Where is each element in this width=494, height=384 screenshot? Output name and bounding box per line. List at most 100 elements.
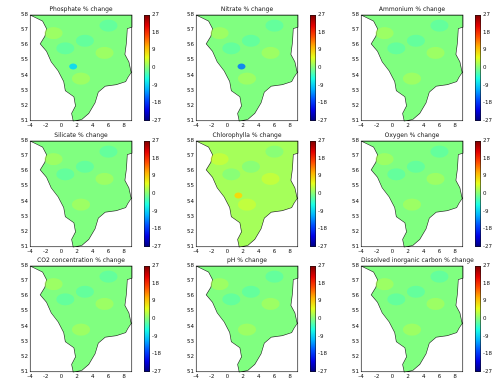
x-tick-label: 0 (390, 249, 395, 255)
y-tick-label: 56 (352, 293, 359, 300)
y-tick-label: 53 (187, 87, 194, 94)
y-tick-label: 52 (187, 102, 194, 109)
x-tick-label: 4 (91, 249, 95, 255)
map-panel (29, 265, 133, 373)
y-tick-label: 54 (21, 323, 28, 330)
y-tick-label: 58 (352, 138, 359, 144)
colorbar (144, 15, 150, 121)
y-tick-label: 53 (352, 338, 359, 345)
field-patch (95, 172, 114, 185)
colorbar (310, 141, 316, 247)
x-tick-label: 2 (75, 123, 79, 129)
colorbar-tick-label: 18 (152, 280, 159, 287)
x-tick-label: -4 (193, 249, 199, 255)
colorbar-tick-label: 27 (483, 138, 490, 144)
field-patch (222, 168, 241, 181)
y-tick-label: 58 (21, 12, 28, 18)
colorbar-tick-label: 0 (483, 191, 487, 197)
field-patch (56, 168, 75, 181)
x-tick-label: 4 (91, 374, 95, 380)
colorbar-tick-label: 18 (152, 155, 159, 162)
colorbar-tick-label: 0 (318, 65, 322, 71)
y-tick-label: 55 (352, 183, 359, 190)
x-tick-label: 2 (406, 249, 410, 255)
x-tick-label: 2 (406, 374, 410, 380)
field-patch (241, 160, 260, 173)
x-tick-label: -2 (373, 374, 380, 380)
map-panel (195, 140, 299, 248)
hotspot (237, 63, 246, 70)
x-tick-label: 8 (288, 249, 292, 255)
colorbar-tick-label: 27 (318, 263, 325, 269)
plot-frame (360, 265, 464, 373)
y-tick-label: 58 (21, 138, 28, 144)
colorbar-tick-label: -9 (152, 333, 158, 340)
colorbar-tick-label: 18 (318, 280, 325, 287)
y-tick-label: 55 (187, 308, 194, 315)
y-tick-label: 56 (352, 42, 359, 49)
field-patch (387, 42, 406, 55)
x-tick-label: 6 (437, 123, 442, 129)
colorbar-tick-label: 9 (318, 298, 322, 305)
field-patch (210, 27, 229, 40)
colorbar-gradient (475, 15, 481, 121)
colorbar-tick-label: 0 (318, 191, 322, 197)
y-tick-label: 51 (21, 369, 28, 375)
field-patch (238, 198, 256, 211)
colorbar-tick-label: -27 (152, 369, 161, 375)
x-tick-label: 6 (106, 249, 111, 255)
colorbar-tick-label: -9 (152, 82, 158, 89)
y-tick-label: 52 (21, 228, 28, 235)
field-patch (403, 323, 421, 336)
colorbar-tick-label: 27 (483, 12, 490, 18)
x-tick-label: -2 (373, 123, 380, 129)
y-tick-label: 54 (21, 198, 28, 205)
y-tick-label: 51 (21, 118, 28, 124)
y-tick-label: 53 (187, 338, 194, 345)
y-tick-label: 56 (187, 293, 194, 300)
panel-title: Dissolved inorganic carbon % change (361, 257, 474, 264)
colorbar-tick-label: 18 (483, 155, 490, 162)
colorbar-tick-label: 18 (318, 29, 325, 36)
field-patch (72, 198, 90, 211)
colorbar-tick-label: -18 (152, 226, 161, 233)
colorbar-gradient (475, 266, 481, 372)
y-tick-label: 58 (187, 12, 194, 18)
x-tick-label: 8 (453, 374, 457, 380)
y-tick-label: 57 (352, 27, 359, 34)
colorbar (144, 266, 150, 372)
y-tick-label: 55 (352, 308, 359, 315)
x-tick-label: 0 (390, 374, 395, 380)
colorbar-tick-label: 27 (152, 12, 159, 18)
x-tick-label: 6 (272, 123, 277, 129)
field-patch (265, 145, 284, 158)
x-tick-label: -2 (208, 374, 215, 380)
panel-title: Nitrate % change (220, 6, 274, 13)
field-patch (72, 72, 90, 85)
field-patch (375, 278, 394, 291)
x-tick-label: 6 (437, 374, 442, 380)
plot-frame (29, 265, 133, 373)
field-patch (238, 72, 256, 85)
x-tick-label: 4 (422, 249, 426, 255)
colorbar-tick-label: -27 (318, 244, 327, 250)
y-tick-label: 57 (187, 27, 194, 34)
y-tick-label: 51 (352, 369, 359, 375)
map-panel (29, 14, 133, 122)
colorbar-tick-label: 27 (152, 138, 159, 144)
y-tick-label: 58 (21, 263, 28, 269)
x-tick-label: 8 (453, 123, 457, 129)
field-patch (430, 270, 449, 283)
y-tick-label: 55 (21, 308, 28, 315)
colorbar-tick-label: -27 (318, 118, 327, 124)
panel-title: Ammonium % change (378, 6, 446, 13)
colorbar-tick-label: -18 (483, 100, 492, 107)
field-patch (406, 285, 425, 298)
field-patch (387, 293, 406, 306)
x-tick-label: 4 (422, 123, 426, 129)
x-tick-label: -4 (27, 374, 33, 380)
sea-field (360, 265, 464, 373)
y-tick-label: 51 (187, 118, 194, 124)
x-tick-label: 4 (257, 249, 261, 255)
y-tick-label: 53 (21, 213, 28, 220)
